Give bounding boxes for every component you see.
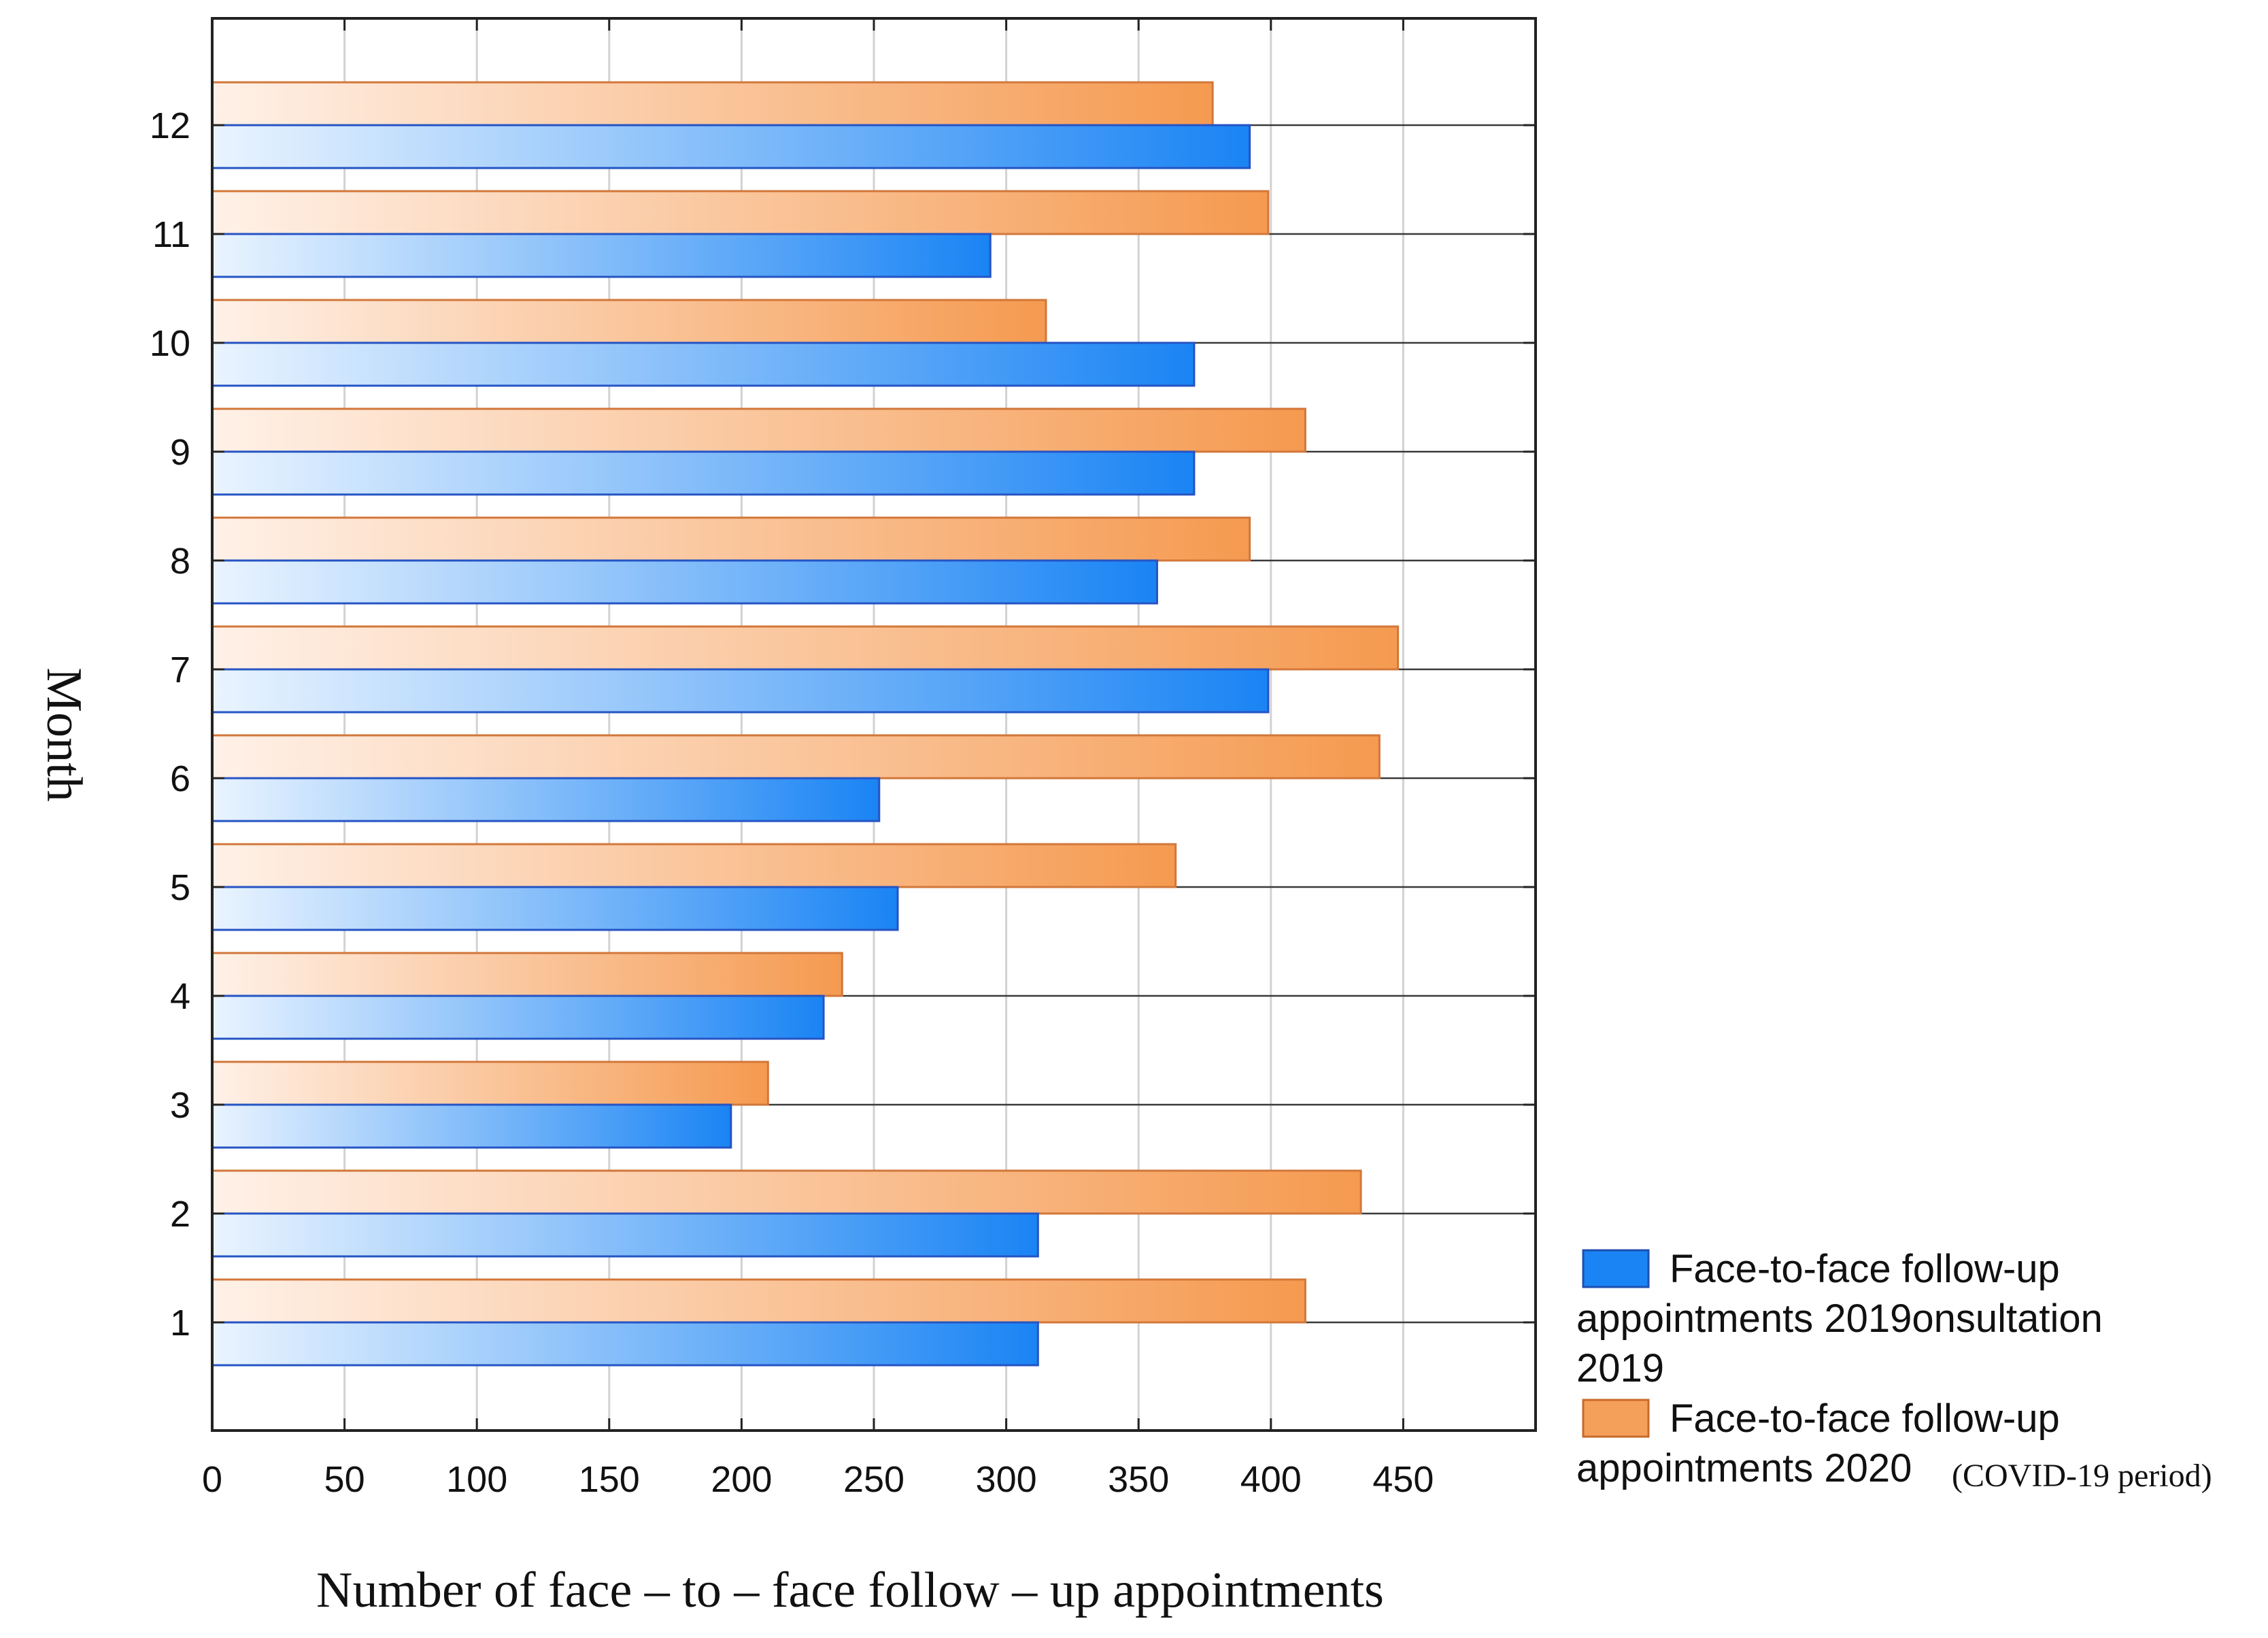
bar-2019-month-6 (211, 777, 881, 822)
y-axis-title: Month (36, 667, 92, 801)
x-tick-label: 450 (1372, 1459, 1434, 1500)
y-tick-label: 11 (152, 214, 190, 255)
bar-2020-month-1 (211, 1278, 1306, 1324)
bar-2019-month-7 (211, 668, 1270, 714)
bar-2020-month-2 (211, 1169, 1362, 1215)
bar-2020-month-9 (211, 407, 1306, 453)
y-tick-label: 3 (170, 1085, 190, 1126)
bar-2020-month-12 (211, 81, 1214, 127)
bars (211, 81, 1400, 1367)
y-tick-label: 9 (170, 432, 190, 473)
x-tick-label: 150 (579, 1459, 640, 1500)
y-tick-label: 1 (170, 1303, 190, 1343)
axis-ticks: 0 50 100 150 200 250 300 350 400 4501234567891011… (150, 18, 1536, 1500)
y-tick-label: 7 (170, 650, 190, 690)
legend-2020-line-2: appointments 2020 (1576, 1446, 1912, 1490)
y-tick-label: 5 (170, 867, 190, 908)
legend-swatch-2020 (1582, 1399, 1650, 1438)
bar-2020-month-4 (211, 952, 843, 997)
bar-2020-month-10 (211, 299, 1047, 344)
y-tick-label: 10 (150, 323, 190, 364)
legend: Face-to-face follow-up appointments 2019… (1576, 1247, 2212, 1494)
legend-2019-line-1: Face-to-face follow-up (1670, 1247, 2060, 1291)
legend-swatch-2019 (1582, 1249, 1650, 1288)
x-tick-label: 250 (843, 1459, 904, 1500)
bar-2020-month-6 (211, 734, 1381, 780)
bar-2019-month-5 (211, 886, 899, 931)
legend-2020-note: (COVID-19 period) (1952, 1458, 2212, 1494)
y-tick-label: 6 (170, 758, 190, 799)
bar-2019-month-12 (211, 124, 1251, 169)
x-tick-label: 300 (976, 1459, 1037, 1500)
bar-2020-month-5 (211, 843, 1177, 888)
bar-2019-month-2 (211, 1212, 1039, 1258)
x-axis-title: Number of face – to – face follow – up a… (316, 1562, 1384, 1618)
x-tick-label: 200 (711, 1459, 772, 1500)
bar-2019-month-11 (211, 233, 992, 278)
bar-2020-month-7 (211, 625, 1400, 671)
legend-2020-line-1: Face-to-face follow-up (1670, 1397, 2060, 1441)
bar-2019-month-9 (211, 450, 1196, 496)
y-tick-label: 8 (170, 541, 190, 582)
bar-2019-month-3 (211, 1103, 732, 1149)
bar-2019-month-10 (211, 341, 1196, 387)
legend-2019-line-3: 2019 (1576, 1346, 1664, 1390)
x-tick-label: 100 (446, 1459, 507, 1500)
x-tick-label: 350 (1108, 1459, 1169, 1500)
y-tick-label: 12 (150, 105, 190, 146)
bar-2020-month-3 (211, 1060, 769, 1106)
legend-2019-line-2: appointments 2019onsultation (1576, 1297, 2103, 1341)
bar-2019-month-1 (211, 1321, 1039, 1367)
bar-2019-month-8 (211, 559, 1158, 605)
x-tick-label: 400 (1240, 1459, 1302, 1500)
x-tick-label: 0 (202, 1459, 222, 1500)
y-tick-label: 4 (170, 976, 190, 1017)
bar-2020-month-11 (211, 190, 1270, 235)
x-tick-label: 50 (324, 1459, 365, 1500)
y-tick-label: 2 (170, 1194, 190, 1235)
bar-2019-month-4 (211, 994, 825, 1040)
bar-2020-month-8 (211, 516, 1251, 562)
